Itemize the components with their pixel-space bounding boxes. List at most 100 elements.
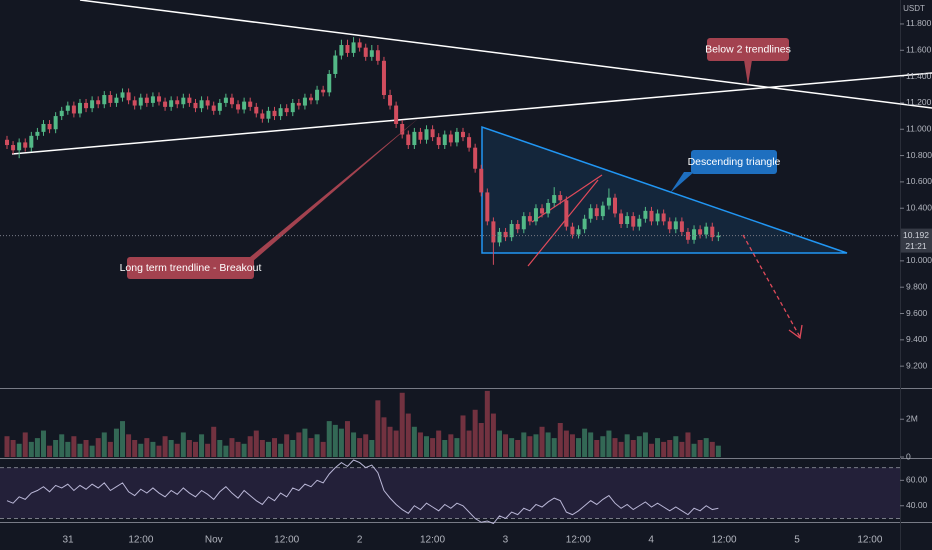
candle-body	[11, 145, 16, 151]
candle-body	[552, 195, 557, 203]
candle-body	[90, 100, 95, 109]
candle-body	[41, 123, 46, 132]
volume-bar	[709, 441, 715, 457]
candle-body	[242, 101, 247, 110]
candle-body	[5, 139, 9, 146]
candle-body	[606, 197, 611, 206]
volume-bar	[454, 438, 460, 457]
candle-body	[59, 110, 64, 117]
candle-body	[631, 216, 636, 227]
y-tick-label: 9.600	[906, 308, 928, 318]
volume-bar	[229, 438, 235, 457]
volume-bar	[71, 436, 77, 457]
candle-body	[558, 195, 563, 201]
candle-body	[65, 105, 70, 111]
candle-body	[588, 208, 593, 219]
volume-bar	[430, 438, 436, 457]
candle-body	[424, 129, 429, 140]
volume-bar	[533, 434, 539, 457]
volume-bar	[247, 436, 253, 457]
volume-bar	[162, 436, 168, 457]
candle-body	[582, 218, 587, 230]
candle-body	[564, 200, 569, 227]
volume-bar	[4, 436, 10, 457]
volume-bar	[199, 434, 205, 457]
candle-body	[546, 202, 551, 214]
projection-arrow	[742, 234, 801, 338]
volume-bar	[630, 440, 636, 457]
trendline	[11, 72, 932, 155]
volume-bar	[363, 434, 369, 457]
volume-bar	[557, 423, 563, 457]
volume-bar	[34, 438, 40, 457]
volume-bar	[192, 441, 198, 457]
volume-bar	[296, 432, 302, 457]
candle-body	[710, 226, 715, 238]
candle-body	[479, 168, 484, 193]
volume-bar	[484, 390, 490, 457]
x-tick-label: 4	[648, 535, 654, 546]
volume-bar	[265, 441, 271, 457]
annotation: Long term trendline - Breakout	[120, 262, 262, 274]
candle-body	[223, 97, 228, 103]
candle-body	[205, 100, 210, 106]
candle-body	[150, 96, 155, 103]
rsi-band	[0, 467, 900, 519]
volume-bar	[393, 430, 399, 457]
x-tick-label: 31	[62, 535, 74, 546]
last-price-label: 10.192	[903, 230, 929, 240]
candle-body	[527, 216, 532, 222]
volume-bar	[40, 430, 46, 457]
candle-body	[448, 134, 453, 143]
candle-body	[315, 89, 320, 101]
candle-body	[649, 210, 654, 222]
volume-bar	[357, 438, 363, 457]
currency-label: USDT	[903, 4, 925, 13]
candle-body	[388, 95, 393, 106]
candle-body	[600, 205, 605, 217]
y-tick-label: 9.800	[906, 281, 928, 291]
volume-bar	[101, 432, 107, 457]
candle-body	[357, 42, 362, 48]
volume-bar	[697, 440, 703, 457]
candle-body	[181, 97, 186, 105]
candle-body	[679, 221, 684, 232]
candle-body	[381, 60, 386, 96]
callout-box	[127, 257, 254, 279]
candle-body	[655, 213, 660, 222]
x-tick-label: Nov	[205, 535, 223, 546]
volume-bar	[344, 421, 350, 457]
volume-bar	[539, 426, 545, 457]
volume-bar	[332, 424, 338, 457]
candle-body	[260, 113, 265, 119]
x-tick-label: 2	[357, 535, 363, 546]
candle-body	[132, 100, 137, 106]
volume-bar	[442, 440, 448, 457]
volume-bar	[703, 438, 709, 457]
y-tick-label: 0	[906, 451, 911, 461]
candle-body	[193, 102, 198, 109]
candle-body	[418, 131, 423, 140]
callout-box	[707, 38, 789, 61]
volume-bar	[138, 443, 144, 457]
candle-body	[84, 102, 89, 109]
y-tick-label: 10.800	[906, 150, 932, 160]
candle-body	[290, 102, 295, 113]
volume-bar	[369, 440, 375, 457]
candle-body	[375, 50, 380, 61]
volume-bar	[308, 438, 314, 457]
candle-body	[704, 226, 709, 235]
volume-bar	[47, 445, 53, 457]
volume-bar	[551, 438, 557, 457]
candle-body	[625, 216, 630, 225]
volume-bar	[399, 392, 405, 457]
candle-body	[406, 134, 411, 146]
candle-body	[23, 142, 28, 148]
volume-bar	[673, 436, 679, 457]
y-tick-label: 9.400	[906, 334, 928, 344]
volume-bar	[326, 421, 332, 457]
trendline	[79, 0, 932, 109]
x-tick-label: 12:00	[566, 535, 591, 546]
x-tick-label: 3	[503, 535, 509, 546]
candle-body	[442, 134, 447, 146]
